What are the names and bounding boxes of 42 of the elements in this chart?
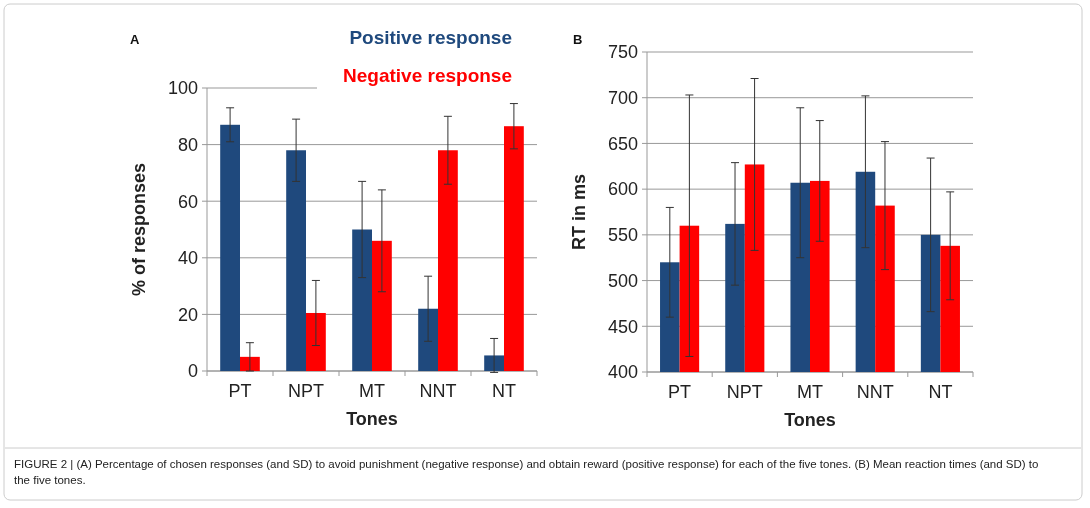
chart-title: B — [573, 32, 583, 47]
y-tick-label: 500 — [607, 270, 638, 291]
bar — [438, 150, 458, 371]
y-axis-title: % of responses — [129, 162, 149, 297]
x-axis-title: Tones — [784, 410, 836, 430]
bar — [286, 150, 306, 371]
y-tick-label: 450 — [607, 316, 638, 337]
y-tick-label: 40 — [177, 248, 198, 269]
y-tick-label: 60 — [177, 191, 198, 212]
bar — [220, 124, 240, 371]
x-tick-label: MT — [797, 382, 823, 402]
chart-title: A — [130, 32, 140, 47]
x-tick-label: NNT — [856, 382, 894, 402]
x-tick-label: MT — [359, 381, 385, 401]
text: Negative response — [343, 65, 512, 86]
x-tick-label: NPT — [726, 382, 763, 402]
y-tick-label: 650 — [607, 133, 638, 154]
caption: FIGURE 2 | (A) Percentage of chosen responses (and SD) to avoid punishment (negative response) and obtain reward (positive response) for each of the five tones. (B) Mean reaction times (and SD) to the five tones. — [14, 457, 1040, 488]
x-tick-label: NNT — [419, 381, 457, 401]
text: Positive response — [349, 27, 512, 48]
x-tick-label: PT — [228, 381, 252, 401]
y-tick-label: 100 — [167, 78, 198, 99]
bar — [306, 312, 326, 371]
bar — [352, 229, 372, 371]
y-tick-label: 0 — [187, 361, 198, 382]
x-tick-label: NT — [492, 381, 516, 401]
y-tick-label: 600 — [607, 179, 638, 200]
bar — [484, 355, 504, 371]
y-axis-title: RT in ms — [569, 173, 589, 251]
bar — [372, 240, 392, 371]
y-tick-label: 80 — [177, 134, 198, 155]
x-tick-label: PT — [668, 382, 692, 402]
y-tick-label: 20 — [177, 304, 198, 325]
x-axis-title: Tones — [346, 409, 398, 429]
y-tick-label: 750 — [607, 42, 638, 63]
x-tick-label: NT — [928, 382, 953, 402]
y-tick-label: 400 — [607, 362, 638, 383]
y-tick-label: 700 — [607, 88, 638, 109]
bar — [504, 126, 524, 371]
y-tick-label: 550 — [607, 225, 638, 246]
bar — [418, 308, 438, 371]
x-tick-label: NPT — [288, 381, 324, 401]
